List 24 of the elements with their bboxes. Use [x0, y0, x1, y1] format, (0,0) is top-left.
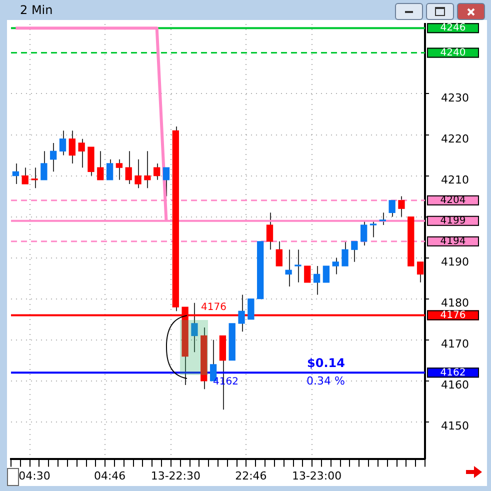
ref-line-label: 4199 — [440, 215, 466, 226]
chart-title: 2 Min — [20, 3, 53, 17]
y-tick-label: 4220 — [441, 132, 469, 146]
x-tick-label: 22:46 — [235, 469, 267, 482]
ref-line-label: 4162 — [440, 367, 466, 378]
y-tick-label: 4230 — [441, 92, 469, 105]
annotation: $0.14 — [307, 356, 345, 370]
x-tick-label: 04:46 — [94, 469, 126, 482]
y-tick-label: 4160 — [441, 378, 469, 392]
ref-line-label: 4194 — [440, 236, 466, 247]
y-tick-label: 4210 — [441, 174, 469, 187]
annotation: 0.34 % — [306, 374, 345, 388]
ref-line-label: 4176 — [440, 310, 466, 321]
ref-line-label: 4204 — [440, 194, 466, 206]
x-tick-label: 13-23:00 — [292, 469, 342, 482]
y-tick-label: 4150 — [441, 420, 469, 433]
ref-line-label: 4240 — [440, 47, 466, 58]
annotation: 4176 — [201, 302, 226, 313]
y-tick-label: 4180 — [441, 296, 469, 310]
y-tick-label: 4170 — [441, 338, 469, 351]
y-tick-label: 4190 — [441, 256, 469, 269]
x-tick-label: 04:30 — [18, 469, 50, 482]
ref-line-label: 4246 — [440, 22, 466, 34]
x-tick-label: 13-22:30 — [150, 469, 200, 482]
